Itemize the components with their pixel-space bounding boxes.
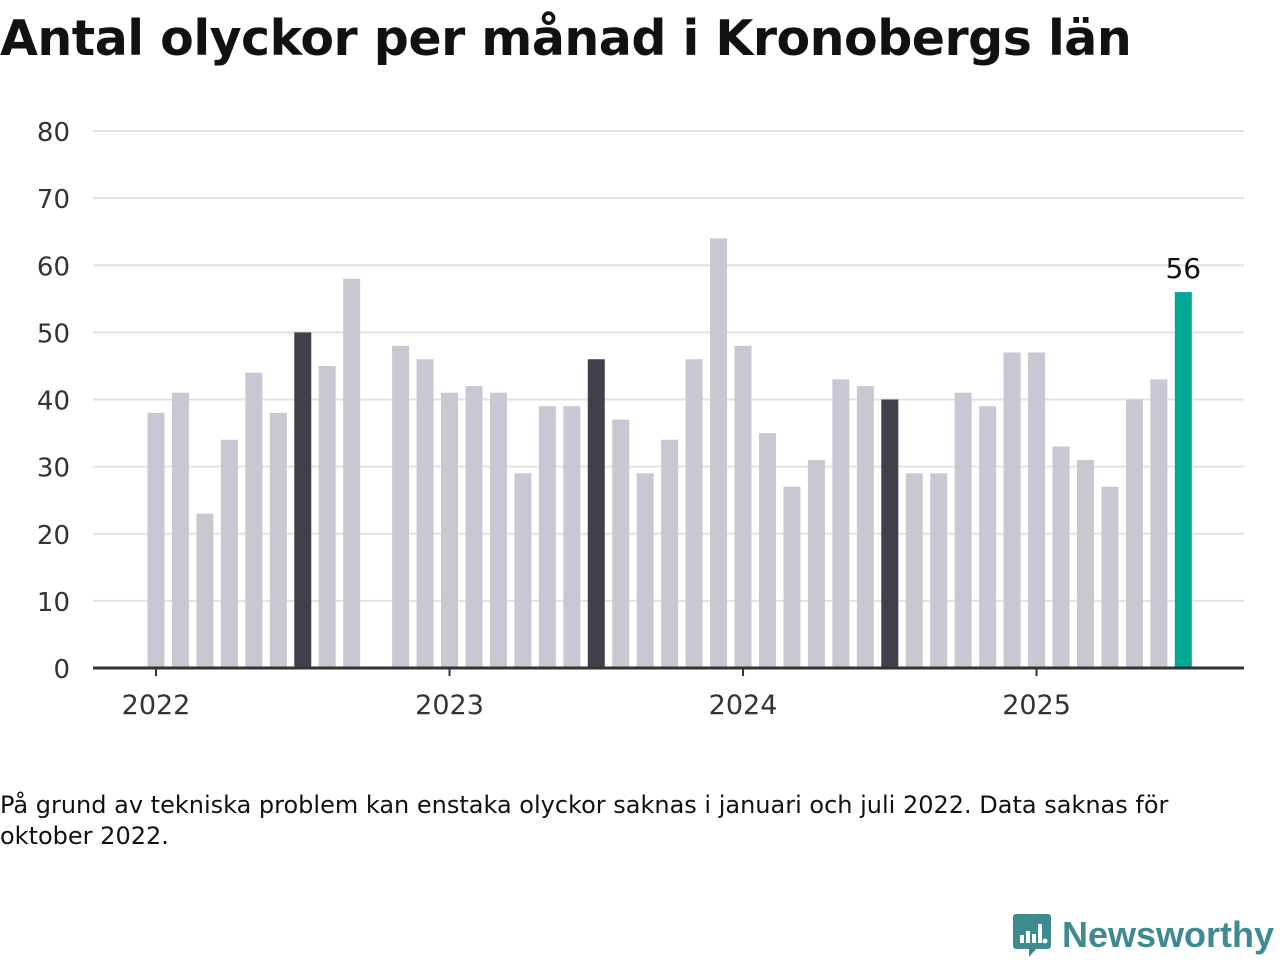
y-tick-label: 80 [37, 118, 70, 148]
bar-2023-12 [710, 238, 728, 668]
bars [147, 238, 1192, 668]
bar-2023-06 [563, 406, 581, 668]
y-tick-label: 60 [37, 252, 70, 282]
bar-2025-04 [1101, 486, 1119, 668]
bar-2025-05 [1125, 399, 1143, 668]
bar-2022-05 [245, 372, 263, 668]
y-tick-label: 20 [37, 521, 70, 551]
bar-2022-12 [416, 359, 434, 668]
x-tick-label: 2024 [709, 690, 778, 721]
x-tick-label: 2025 [1002, 690, 1071, 721]
bar-2024-03 [783, 486, 801, 668]
data-labels: 56 [1165, 252, 1201, 285]
x-tick-label: 2022 [122, 690, 191, 721]
bar-2022-08 [318, 365, 336, 668]
bar-2022-09 [343, 278, 361, 668]
bar-2024-05 [832, 379, 850, 668]
bar-2023-04 [514, 473, 532, 668]
y-tick-label: 50 [37, 319, 70, 349]
bar-2025-06 [1150, 379, 1168, 668]
data-label-latest: 56 [1165, 252, 1201, 285]
bar-2024-08 [905, 473, 923, 668]
chart-title: Antal olyckor per månad i Kronobergs län [0, 10, 1132, 67]
bar-2023-02 [465, 386, 483, 668]
y-axis-ticks: 0 10 20 30 40 50 60 70 80 [37, 118, 70, 685]
y-tick-label: 10 [37, 588, 70, 618]
bar-2025-07 [1174, 292, 1192, 668]
bar-2022-01 [147, 412, 165, 668]
bar-2024-12 [1003, 352, 1021, 668]
bar-2024-04 [807, 459, 825, 668]
bar-2024-10 [954, 392, 972, 668]
y-tick-label: 70 [37, 185, 70, 215]
bar-2024-01 [734, 345, 752, 668]
y-tick-label: 40 [37, 387, 70, 417]
bar-2024-11 [979, 406, 997, 668]
logo-text: Newsworthy [1061, 914, 1274, 955]
x-axis: 2022 2023 2024 2025 [93, 666, 1244, 721]
bar-2023-11 [685, 359, 703, 668]
newsworthy-chat-bubble-icon [1012, 914, 1051, 957]
bar-2023-08 [612, 419, 630, 668]
bar-2023-05 [538, 406, 556, 668]
y-tick-label: 0 [53, 655, 70, 685]
bar-2022-07 [294, 332, 312, 668]
bar-2024-07 [881, 399, 899, 668]
footnote: På grund av tekniska problem kan enstaka… [0, 791, 1169, 850]
bar-2023-07 [587, 359, 605, 668]
y-tick-label: 30 [37, 454, 70, 484]
bar-2022-02 [171, 392, 189, 668]
bar-2024-06 [856, 386, 874, 668]
bar-2025-02 [1052, 446, 1070, 668]
bar-2024-09 [930, 473, 948, 668]
bar-2022-11 [392, 345, 410, 668]
bar-2023-03 [489, 392, 507, 668]
bar-2022-04 [220, 439, 238, 668]
x-tick-label: 2023 [415, 690, 484, 721]
bar-2023-10 [661, 439, 679, 668]
bar-2025-01 [1028, 352, 1046, 668]
bar-chart: 0 10 20 30 40 50 60 70 80 2022 2023 2024 2025 56 [37, 118, 1244, 721]
newsworthy-logo: Newsworthy [1012, 912, 1274, 958]
bar-2025-03 [1076, 459, 1094, 668]
bar-2022-03 [196, 513, 214, 668]
bar-2024-02 [759, 433, 776, 668]
bar-2022-06 [269, 412, 287, 668]
bar-2023-01 [441, 392, 459, 668]
bar-2023-09 [636, 473, 654, 668]
